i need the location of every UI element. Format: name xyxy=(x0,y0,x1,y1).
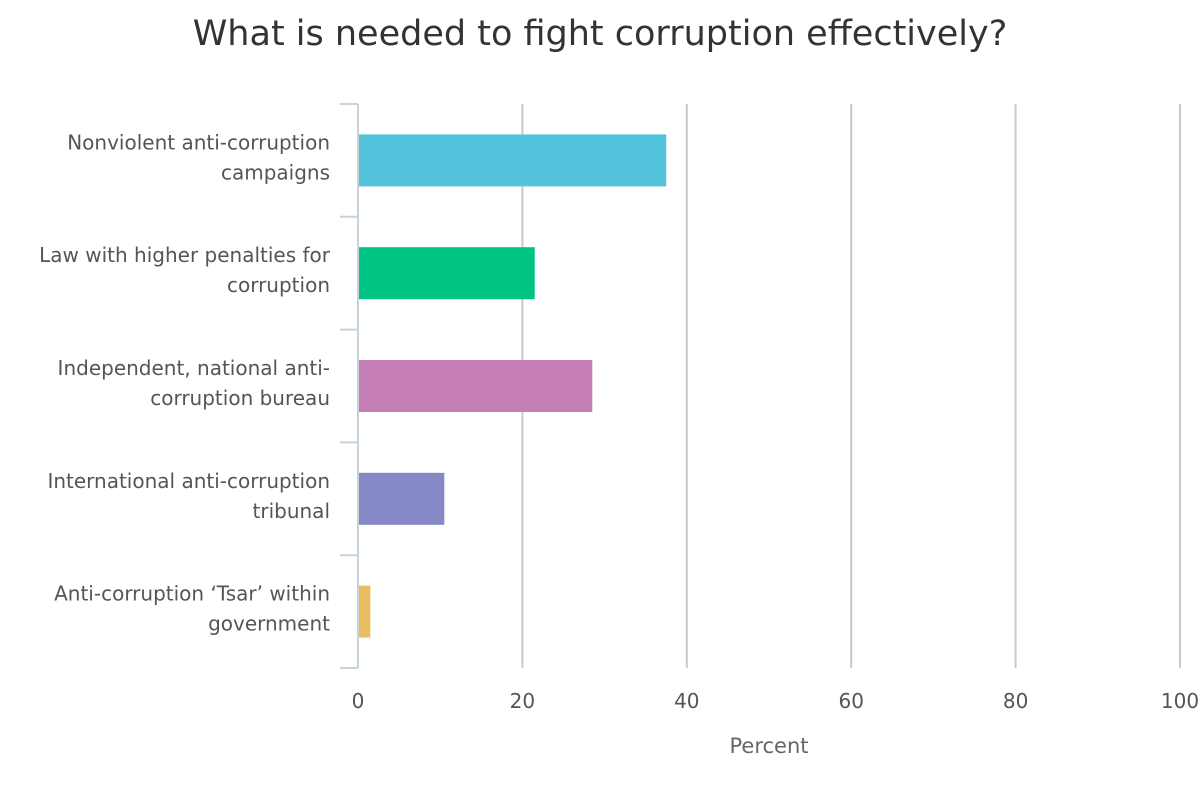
y-axis xyxy=(340,103,359,669)
x-tick-labels: 0 20 40 60 80 100 xyxy=(352,689,1199,713)
category-label: Law with higher penalties for corruption xyxy=(39,243,331,297)
chart-title: What is needed to fight corruption effec… xyxy=(192,14,1008,54)
bar xyxy=(359,247,535,300)
x-tick-label: 60 xyxy=(838,689,863,713)
bar xyxy=(359,472,445,525)
grid-lines xyxy=(521,104,1181,668)
bar xyxy=(359,585,371,638)
category-label: International anti-corruption tribunal xyxy=(47,469,330,523)
bars xyxy=(359,134,667,638)
x-tick-label: 0 xyxy=(352,689,365,713)
bar xyxy=(359,360,593,412)
category-labels: Nonviolent anti-corruption campaigns Law w… xyxy=(39,130,331,635)
category-label: Nonviolent anti-corruption campaigns xyxy=(67,130,330,184)
bar xyxy=(359,134,667,187)
x-tick-label: 100 xyxy=(1161,689,1199,713)
category-label: Anti-corruption ‘Tsar’ within government xyxy=(54,582,330,636)
x-axis-title: Percent xyxy=(729,734,808,758)
x-tick-label: 80 xyxy=(1003,689,1028,713)
x-tick-label: 40 xyxy=(674,689,699,713)
category-label: Independent, national anti-corruption bu… xyxy=(58,356,330,410)
x-tick-label: 20 xyxy=(510,689,535,713)
